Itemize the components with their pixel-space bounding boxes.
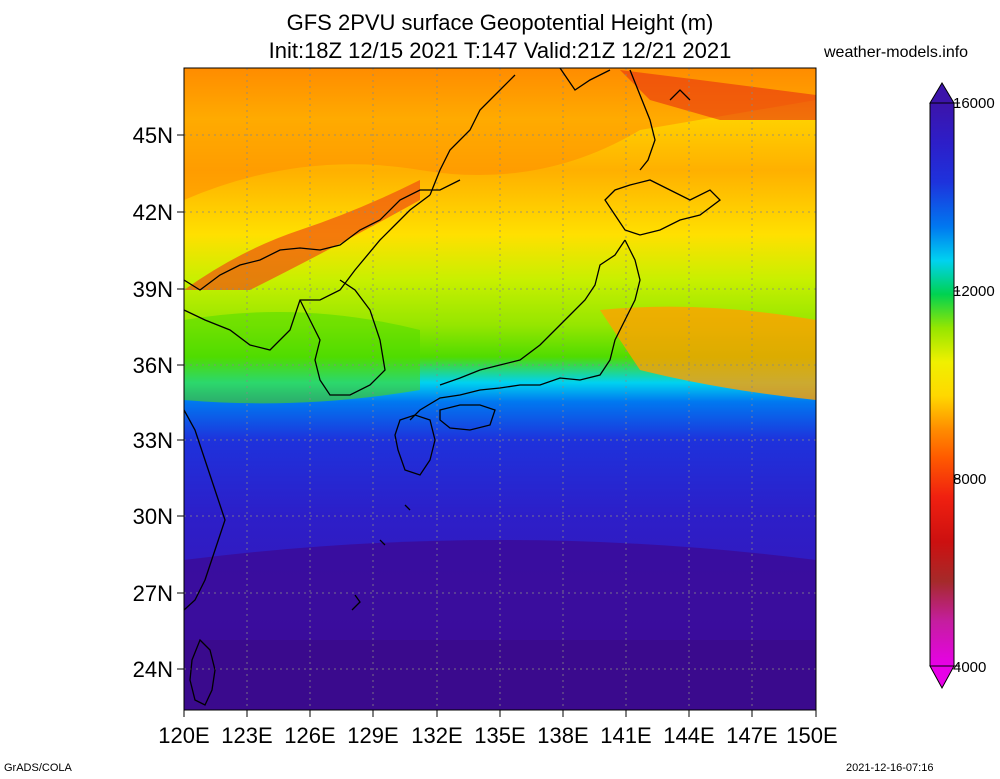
coastlines [184,68,721,706]
colorbar-label: 16000 [953,95,995,112]
height-field [184,68,816,710]
lat-label: 36N [133,353,173,378]
graticule [184,68,816,710]
lon-label: 126E [284,723,335,748]
lon-label: 132E [411,723,462,748]
lon-label: 123E [221,723,272,748]
lat-label: 27N [133,581,173,606]
colorbar-label: 8000 [953,471,986,488]
footer-credit: GrADS/COLA [4,762,72,774]
lon-label: 141E [600,723,651,748]
colorbar: 16000 12000 8000 4000 [929,82,995,690]
lat-label: 45N [133,123,173,148]
lat-label: 39N [133,277,173,302]
colorbar-label: 4000 [953,659,986,676]
lon-label: 120E [158,723,209,748]
map-subtitle: Init:18Z 12/15 2021 T:147 Valid:21Z 12/2… [268,38,732,63]
lon-label: 135E [474,723,525,748]
lat-label: 33N [133,428,173,453]
site-label: weather-models.info [824,44,969,61]
map-title: GFS 2PVU surface Geopotential Height (m) [286,10,714,35]
footer-timestamp: 2021-12-16-07:16 [846,762,934,774]
lon-label: 150E [786,723,837,748]
colorbar-label: 12000 [953,283,995,300]
lon-label: 147E [726,723,777,748]
lat-label: 24N [133,657,173,682]
lat-label: 42N [133,200,173,225]
lon-label: 144E [663,723,714,748]
lon-label: 138E [537,723,588,748]
lat-label: 30N [133,504,173,529]
lon-label: 129E [347,723,398,748]
